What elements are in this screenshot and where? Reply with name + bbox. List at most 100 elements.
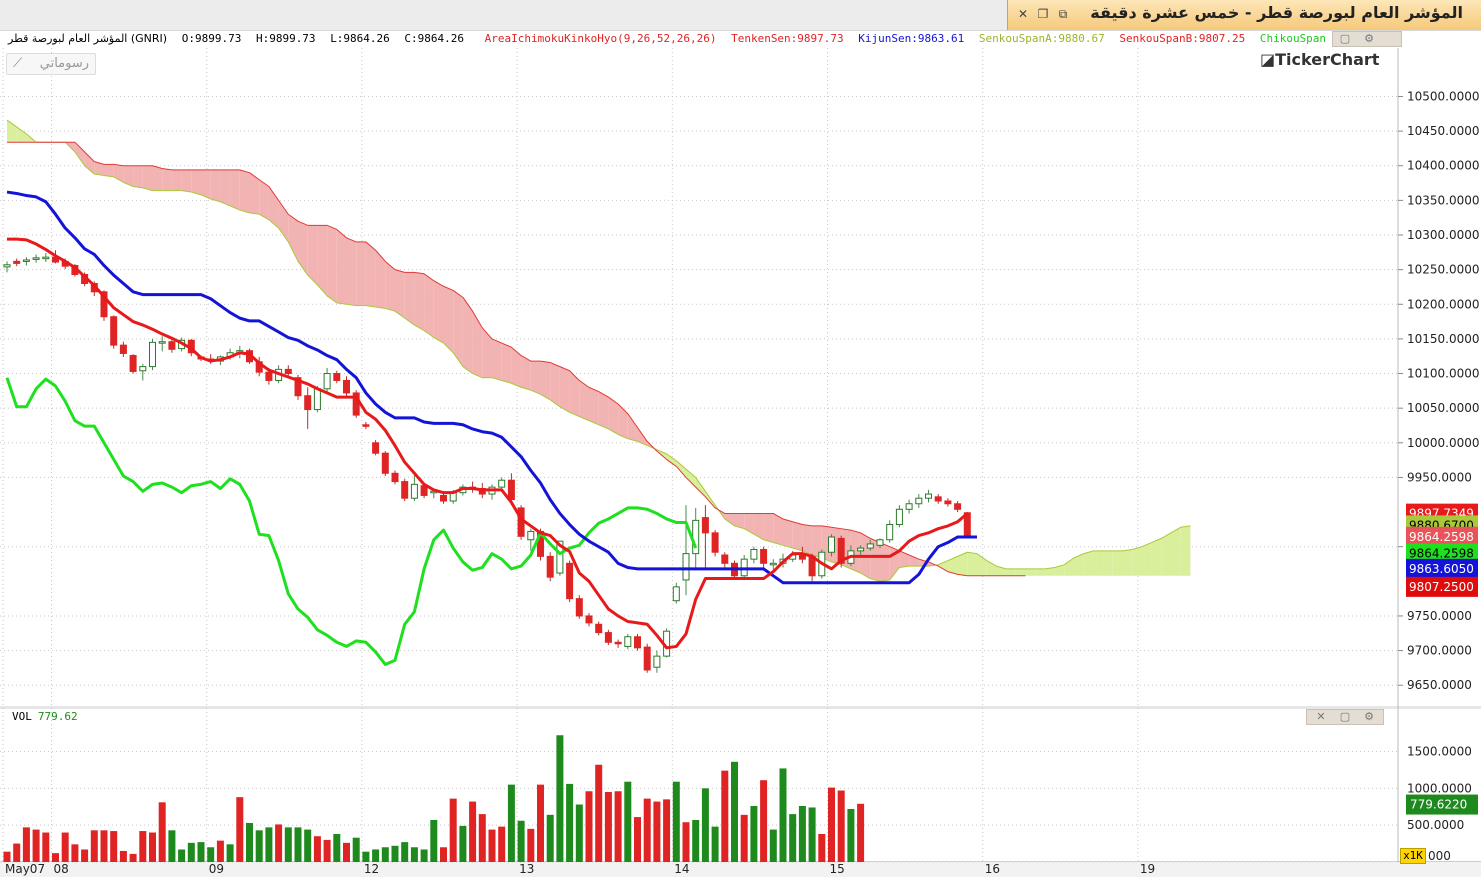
cloud-segment bbox=[598, 391, 609, 429]
cloud-segment bbox=[1044, 567, 1055, 576]
volume-label: VOL 779.62 bbox=[12, 710, 78, 724]
candle bbox=[769, 559, 777, 571]
volume-bar bbox=[52, 853, 59, 862]
volume-bar bbox=[168, 830, 176, 862]
cloud-segment bbox=[773, 513, 783, 546]
candle-body bbox=[304, 395, 312, 411]
volume-bar bbox=[372, 849, 380, 862]
volume-bar bbox=[81, 849, 89, 862]
volume-bar bbox=[682, 822, 690, 862]
candle bbox=[488, 484, 496, 500]
maximize-icon[interactable]: ▢ bbox=[1339, 32, 1351, 45]
volume-bar bbox=[857, 803, 865, 862]
my-drawings-button[interactable]: ⟋ رسوماتي bbox=[6, 53, 96, 75]
candle-body bbox=[100, 291, 108, 318]
time-axis-bg bbox=[0, 862, 1481, 877]
cloud-segment bbox=[589, 387, 599, 425]
volume-bar bbox=[284, 827, 292, 862]
volume-tick-label: 1500.0000 bbox=[1407, 744, 1472, 758]
cloud-segment bbox=[133, 165, 143, 188]
volume-bar bbox=[488, 829, 496, 862]
cloud-segment bbox=[763, 513, 774, 543]
candle bbox=[149, 338, 156, 371]
settings-icon[interactable]: ⚙ bbox=[1364, 710, 1374, 723]
candle-body bbox=[682, 553, 690, 581]
candle-body bbox=[149, 341, 156, 368]
cloud-segment bbox=[1083, 550, 1094, 576]
candle-body bbox=[566, 562, 574, 600]
tickerchart-logo: ◪TickerChart bbox=[1260, 50, 1379, 69]
price-badge: 9863.6050 bbox=[1406, 558, 1478, 579]
candle-body bbox=[944, 500, 952, 505]
volume-bar bbox=[420, 849, 428, 862]
cloud-segment bbox=[1015, 568, 1026, 576]
volume-bar bbox=[692, 820, 700, 862]
time-tick-label: 15 bbox=[830, 862, 845, 876]
candle-body bbox=[3, 264, 11, 268]
candle-body bbox=[653, 655, 661, 668]
cloud-segment bbox=[162, 168, 172, 191]
volume-bar bbox=[546, 814, 554, 862]
candle bbox=[876, 538, 884, 549]
close-icon[interactable]: ✕ bbox=[1017, 7, 1029, 21]
cloud-segment bbox=[472, 311, 483, 378]
candle bbox=[304, 387, 312, 429]
volume-bar bbox=[430, 820, 438, 862]
volume-bar bbox=[701, 788, 709, 862]
restore-icon[interactable]: ❐ bbox=[1037, 7, 1049, 21]
volume-bar bbox=[13, 843, 21, 862]
price-tick-label: 9700.0000 bbox=[1407, 644, 1472, 658]
volume-bar bbox=[410, 847, 418, 862]
candle bbox=[643, 643, 651, 673]
cloud-segment bbox=[812, 525, 822, 558]
volume-bar bbox=[226, 844, 234, 862]
cloud-segment bbox=[637, 427, 648, 446]
drawing-tool-icon: ⟋ bbox=[13, 56, 23, 71]
candle-body bbox=[760, 548, 768, 564]
time-tick-label: 14 bbox=[674, 862, 689, 876]
cloud-segment bbox=[501, 343, 512, 384]
close-icon[interactable]: ✕ bbox=[1316, 710, 1326, 723]
candle-body bbox=[440, 494, 447, 502]
candle-body bbox=[895, 508, 903, 526]
price-badge-bg bbox=[1406, 558, 1478, 579]
maximize-icon[interactable]: ▢ bbox=[1339, 710, 1351, 723]
volume-bar bbox=[498, 826, 506, 862]
cloud-segment bbox=[938, 560, 948, 572]
candle bbox=[828, 534, 835, 557]
candle bbox=[22, 257, 30, 266]
cloud-segment bbox=[967, 552, 977, 576]
volume-bar bbox=[828, 787, 835, 862]
settings-icon[interactable]: ⚙ bbox=[1364, 32, 1374, 45]
cloud-segment bbox=[676, 460, 686, 478]
candle bbox=[653, 650, 661, 673]
price-axis: 10500.0000 10450.0000 10400.0000 10350.0000… bbox=[1398, 89, 1480, 692]
candle-body bbox=[915, 497, 923, 505]
cloud-segment bbox=[239, 169, 250, 213]
tenkan-sen-line bbox=[7, 237, 969, 650]
volume-bar bbox=[197, 842, 205, 862]
cloud-segment bbox=[870, 538, 880, 582]
candle-body bbox=[168, 341, 176, 350]
cloud-segment bbox=[492, 338, 502, 381]
volume-bar bbox=[275, 824, 283, 862]
cloud-segment bbox=[792, 521, 803, 551]
logo-text: TickerChart bbox=[1275, 50, 1380, 69]
time-tick-label: 08 bbox=[54, 862, 69, 876]
candle-body bbox=[711, 532, 719, 553]
cloud-segment bbox=[1141, 542, 1152, 576]
candle-body bbox=[129, 355, 137, 372]
candle-body bbox=[110, 316, 118, 346]
candle bbox=[915, 494, 923, 508]
volume-bar bbox=[313, 836, 321, 862]
candle-body bbox=[721, 554, 729, 564]
cloud-segment bbox=[152, 165, 163, 191]
volume-bar bbox=[255, 830, 263, 862]
cloud-segment bbox=[74, 142, 85, 166]
window-title-tab[interactable]: ✕ ❐ ⧉ المؤشر العام لبورصة قطر - خمس عشرة… bbox=[1007, 0, 1481, 30]
detach-icon[interactable]: ⧉ bbox=[1058, 7, 1068, 21]
volume-bar bbox=[624, 781, 632, 862]
price-tick-label: 10500.0000 bbox=[1407, 89, 1480, 103]
